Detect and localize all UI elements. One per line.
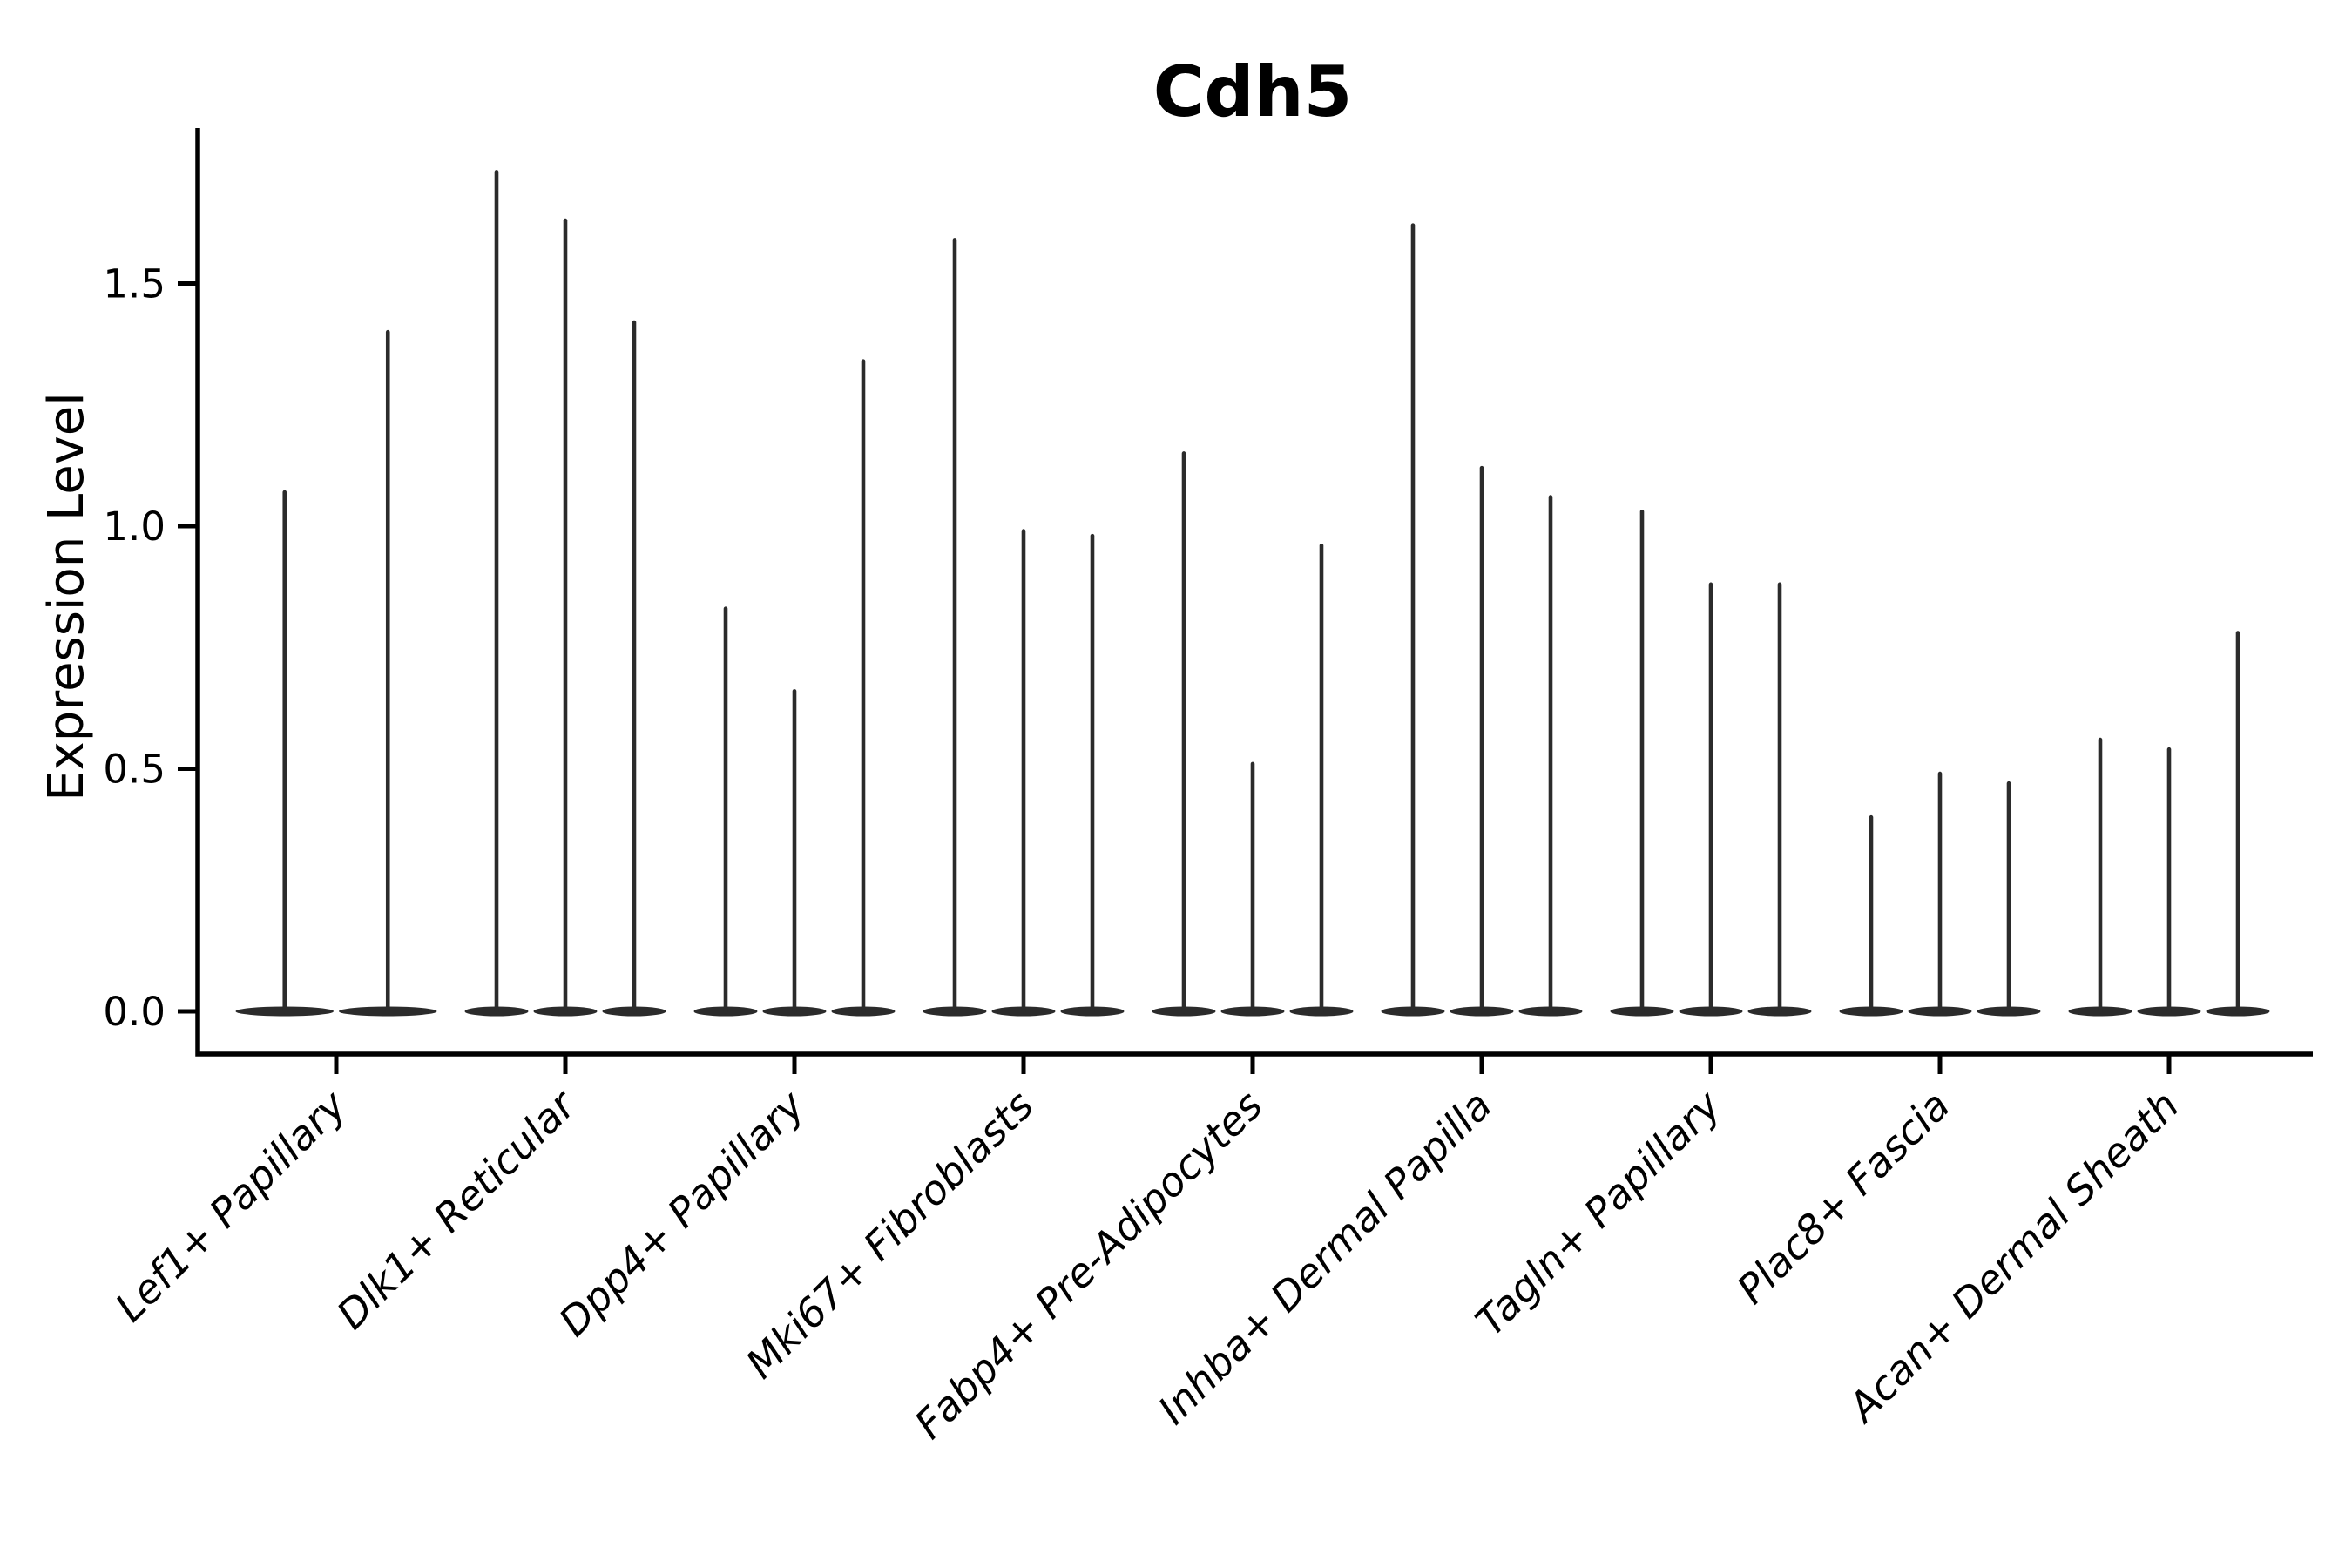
x-tick-label: Lef1+ Papillary [106,1081,355,1330]
y-tick-label: 0.5 [103,747,166,793]
violin [1060,533,1125,1017]
violin [762,689,827,1017]
y-axis-label: Expression Level [38,392,95,801]
violin [1152,451,1216,1017]
violin [1220,761,1285,1017]
violin [1450,465,1514,1017]
axes-layer [178,128,2313,1074]
violin [831,359,896,1017]
violin [1839,814,1903,1017]
violin [1518,495,1583,1017]
violin [1610,509,1674,1017]
violin [464,170,529,1017]
violin [1679,582,1743,1017]
violin [339,329,437,1017]
violin [1977,781,2041,1017]
violin [1747,582,1812,1017]
violin [1908,771,1972,1017]
violin [602,320,666,1017]
plot-title: Cdh5 [1153,51,1353,132]
y-tick-label: 0.0 [103,989,166,1035]
violin [1289,543,1354,1017]
violin [923,238,987,1017]
y-tick-label: 1.0 [103,504,166,550]
x-tick-label: Dlk1+ Reticular [328,1079,586,1338]
y-tick-label: 1.5 [103,261,166,308]
violin [2068,737,2132,1017]
x-tick-label: Tagln+ Papillary [1466,1081,1730,1345]
violin [235,490,334,1017]
violin [533,218,598,1017]
violin [693,606,758,1017]
violin [1381,223,1445,1017]
violin [2137,747,2201,1017]
violins-layer [235,170,2270,1017]
x-tick-label: Dpp4+ Papillary [550,1081,814,1345]
violin [991,529,1056,1017]
axis-spines [195,128,2313,1057]
x-tick-label: Plac8+ Fascia [1727,1082,1958,1313]
violin [2206,631,2270,1017]
